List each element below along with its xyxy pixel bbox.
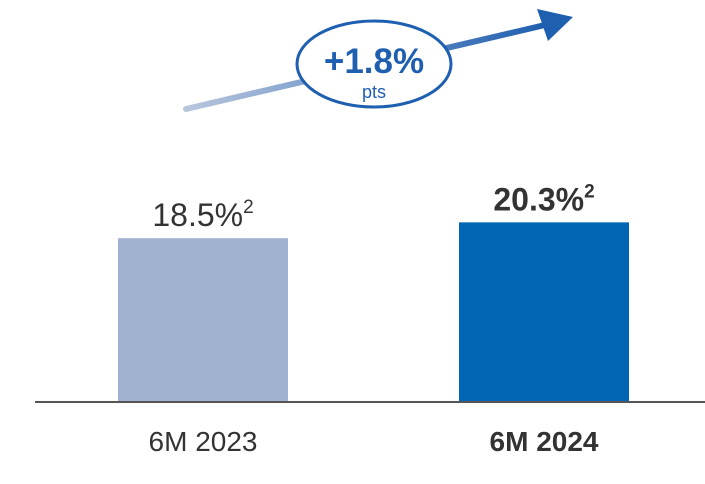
bar-1 [459, 222, 629, 401]
change-badge-value: +1.8% [324, 42, 424, 81]
bar-0 [118, 238, 288, 401]
data-label-value-1: 20.3% [493, 181, 584, 217]
footnote-marker-1: 2 [584, 181, 595, 202]
category-label-0: 6M 2023 [149, 426, 258, 457]
data-label-value-0: 18.5% [152, 197, 243, 233]
bars [118, 222, 629, 401]
data-label-1: 20.3%2 [493, 181, 594, 217]
data-label-0: 18.5%2 [152, 197, 253, 233]
change-badge: +1.8% pts [295, 19, 453, 109]
change-badge-ellipse [295, 19, 453, 109]
growth-arrow-head [537, 9, 573, 41]
category-label-1: 6M 2024 [490, 426, 599, 457]
change-badge-unit: pts [362, 82, 386, 102]
footnote-marker-0: 2 [243, 197, 254, 218]
category-labels: 6M 2023 6M 2024 [149, 426, 599, 457]
value-labels: 18.5%2 20.3%2 [152, 181, 594, 233]
